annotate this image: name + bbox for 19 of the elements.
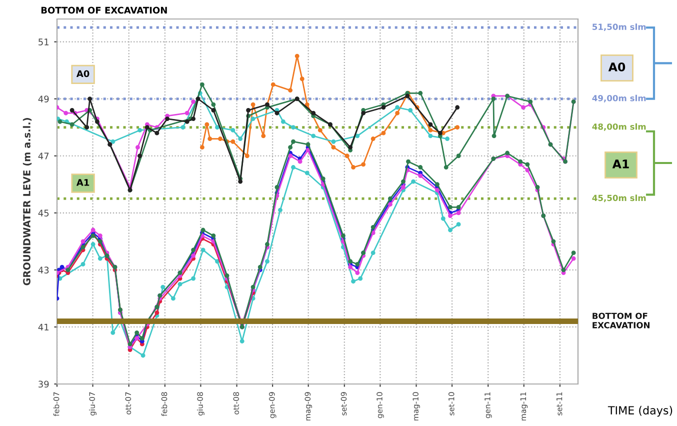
y-tick-label: 39 bbox=[38, 380, 49, 388]
ref-line-label: 51,50m slm bbox=[592, 24, 646, 32]
x-axis-title: TIME (days) bbox=[608, 406, 672, 417]
y-tick-label: 47 bbox=[38, 152, 49, 160]
y-tick-label: 43 bbox=[38, 266, 49, 274]
ref-line-label: 49,00m slm bbox=[592, 94, 646, 102]
ref-line-label: 45,50m slm bbox=[592, 194, 646, 202]
y-axis-title: GROUNDWATER LEVE (m a.s.l.) bbox=[22, 118, 32, 286]
y-tick-label: 45 bbox=[38, 210, 49, 216]
text: A1 bbox=[612, 160, 629, 168]
annotation: A1 bbox=[76, 179, 90, 186]
y-tick-label: 41 bbox=[38, 324, 49, 330]
y-tick-label: 49 bbox=[38, 96, 49, 102]
chart-title: BOTTOM OF EXCAVATION bbox=[41, 6, 167, 14]
ref-line-label: BOTTOM OF EXCAVATION bbox=[592, 312, 650, 328]
ref-line-label: 48,00m slm bbox=[592, 123, 646, 131]
annotation: A0 bbox=[76, 70, 90, 78]
y-tick-label: 51 bbox=[38, 38, 49, 46]
text: A0 bbox=[608, 62, 626, 72]
